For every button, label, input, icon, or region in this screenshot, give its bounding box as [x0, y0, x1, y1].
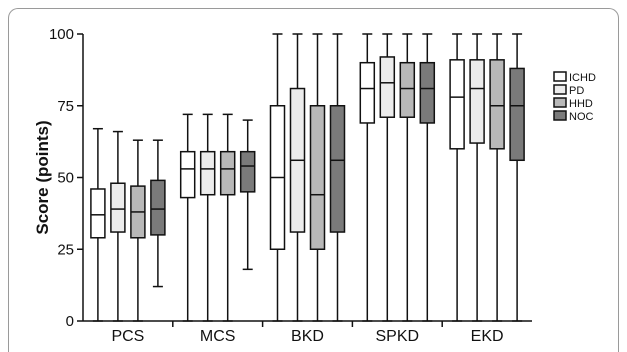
- x-category-label: MCS: [200, 328, 236, 345]
- legend-swatch: [553, 71, 567, 82]
- box-noc: [150, 179, 166, 236]
- box-hhd: [399, 61, 416, 118]
- box-ichd: [90, 188, 106, 239]
- y-axis-label: Score (points): [33, 120, 52, 234]
- legend-swatch: [553, 84, 567, 95]
- box-ichd: [179, 150, 196, 199]
- box-pd: [199, 150, 216, 196]
- box-noc: [329, 105, 346, 233]
- y-tick-label: 0: [66, 313, 74, 330]
- box-ichd: [449, 59, 465, 150]
- box-hhd: [489, 59, 505, 150]
- y-tick-label: 25: [57, 241, 74, 258]
- legend-label: HHD: [569, 98, 593, 110]
- y-tick-label: 50: [57, 170, 74, 187]
- legend-swatch: [553, 110, 567, 121]
- legend-label: ICHD: [569, 72, 596, 84]
- y-tick-label: 75: [57, 98, 74, 115]
- chart-frame: [8, 8, 619, 352]
- box-noc: [419, 61, 436, 124]
- box-noc: [239, 150, 256, 193]
- legend-label: NOC: [569, 111, 594, 123]
- legend-swatch: [553, 97, 567, 108]
- x-category-label: BKD: [291, 328, 324, 345]
- box-hhd: [309, 105, 326, 250]
- x-category-label: EKD: [471, 328, 504, 345]
- box-hhd: [219, 150, 236, 196]
- box-pd: [469, 59, 485, 144]
- box-ichd: [359, 61, 376, 124]
- x-category-label: PCS: [111, 328, 144, 345]
- y-tick-label: 100: [49, 26, 74, 43]
- box-noc: [509, 67, 525, 162]
- box-pd: [110, 182, 126, 233]
- legend-label: PD: [569, 85, 584, 97]
- box-pd: [379, 56, 396, 118]
- x-category-label: SPKD: [376, 328, 420, 345]
